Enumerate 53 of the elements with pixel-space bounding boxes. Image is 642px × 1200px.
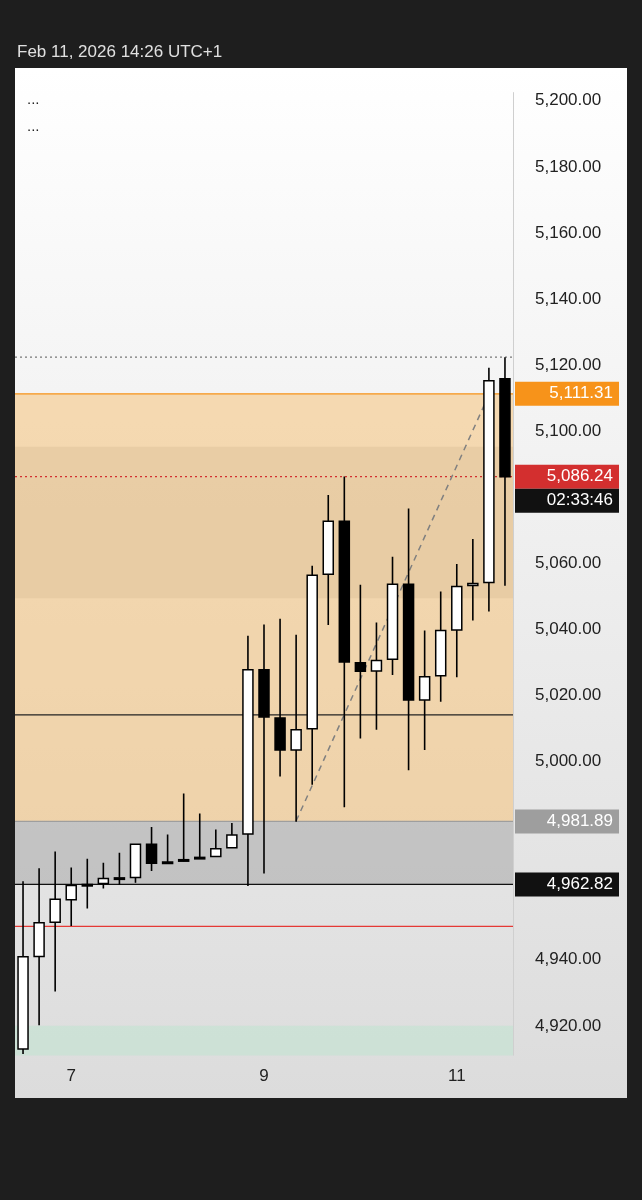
candlestick [451,563,463,679]
y-tick-label: 5,100.00 [535,420,602,440]
candlestick [483,366,495,613]
candlestick [354,584,367,740]
candlestick [81,857,94,910]
candlestick [434,590,447,703]
candlestick [113,851,126,886]
y-tick-label: 4,940.00 [535,949,602,969]
candlestick [274,618,286,778]
x-tick-label: 9 [259,1066,269,1086]
y-tick-label: 4,920.00 [535,1015,602,1035]
candlestick [210,828,222,858]
candlestick [49,850,61,993]
candlestick [290,633,302,823]
candlestick [258,623,270,875]
candlestick [193,812,206,860]
candlestick [161,833,174,865]
y-tick-label: 5,160.00 [535,222,602,242]
candlestick [418,629,431,751]
candlestick [97,861,110,890]
candlestick [467,538,479,622]
candlestick [322,494,335,626]
text: 02:33:46 [546,490,613,510]
annotation: ... [27,90,40,108]
candlestick [177,792,190,862]
y-tick-label: 5,140.00 [535,288,602,308]
x-tick-label: 7 [66,1066,76,1086]
ref-line-label: 5,086.24 [546,466,613,486]
ref-line-label: 4,962.82 [546,874,613,894]
candlestick [33,867,45,1027]
chart-subtitle: Feb 11, 2026 14:26 UTC+1 [17,42,223,62]
y-tick-label: 5,020.00 [535,685,602,705]
candlestick [17,880,29,1055]
y-tick-label: 5,180.00 [535,156,602,176]
x-tick-label: 11 [447,1066,466,1086]
candlestick [386,555,399,676]
candlestick [402,507,415,771]
y-tick-label: 5,200.00 [535,90,602,110]
candlestick [338,475,351,808]
y-tick-label: 5,060.00 [535,553,602,573]
y-tick-label: 5,120.00 [535,354,602,374]
candlestick [226,822,238,849]
candlestick [145,826,158,872]
candlestick [306,564,318,786]
annotation: ... [27,117,40,135]
ref-line-label: 5,111.31 [549,383,613,403]
y-tick-label: 5,000.00 [535,751,602,771]
candlestick [65,866,77,927]
ref-line-label: 4,981.89 [546,811,613,831]
candlestick [499,356,511,587]
y-tick-label: 5,040.00 [535,619,602,639]
candlestick [370,621,383,731]
candlestick [242,634,254,887]
